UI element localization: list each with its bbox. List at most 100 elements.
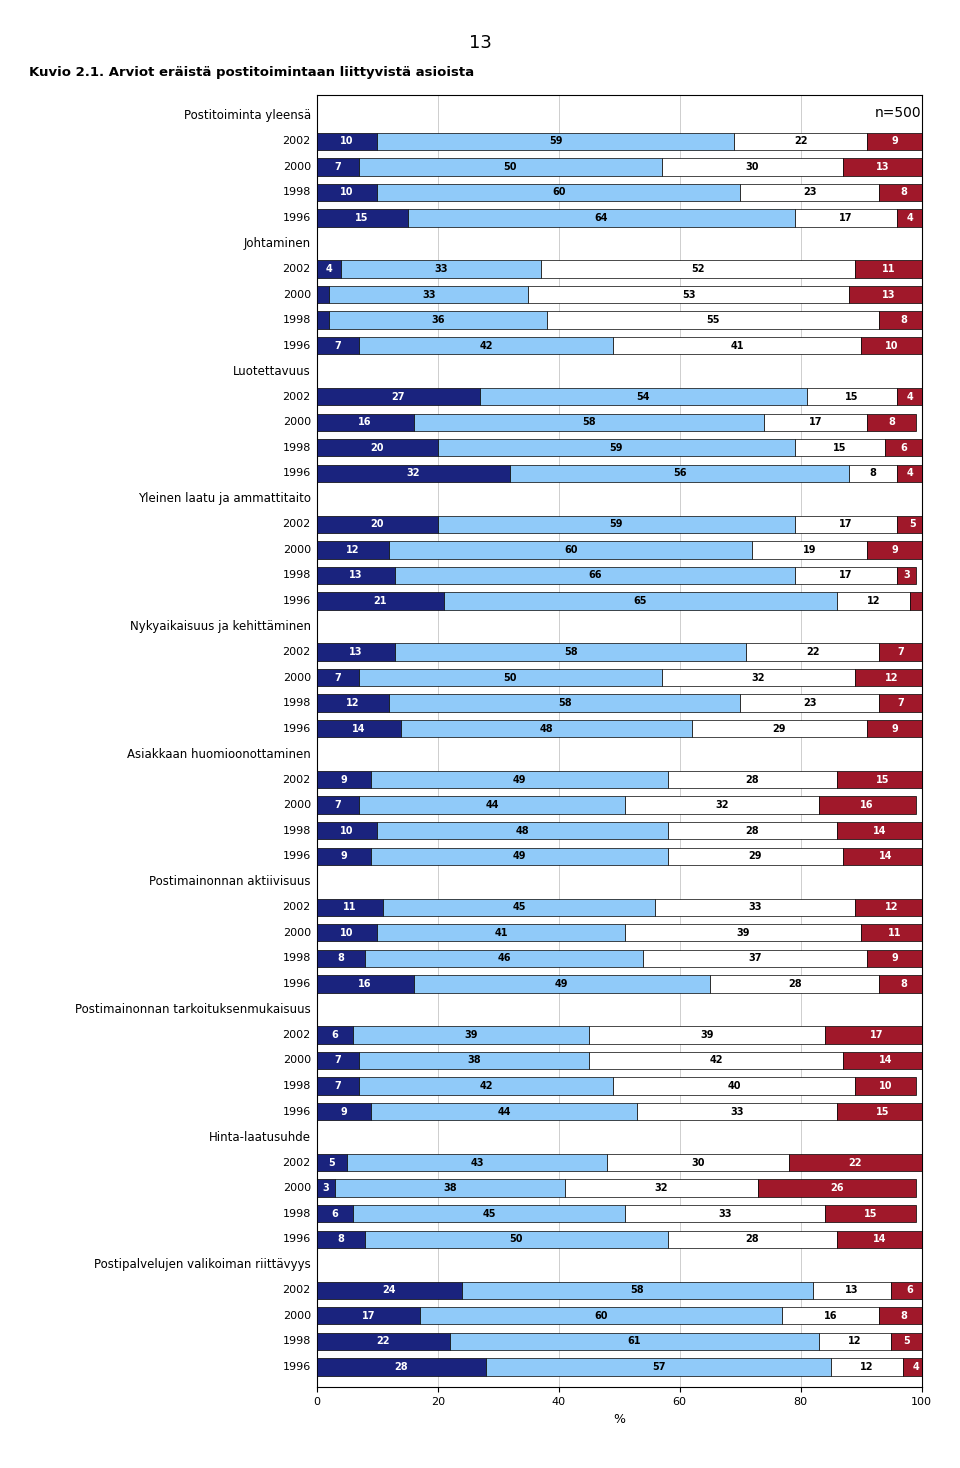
Text: 1996: 1996 [282,1107,311,1117]
Text: 8: 8 [870,468,876,479]
Bar [317,567,396,584]
Text: 1996: 1996 [282,341,311,351]
Text: 45: 45 [513,903,526,912]
Bar [359,338,613,354]
Bar [825,1026,927,1044]
Bar [317,1282,462,1299]
Text: 37: 37 [749,953,762,963]
Text: 49: 49 [513,775,526,784]
Bar [317,822,377,840]
Text: 7: 7 [897,647,903,658]
Bar [317,388,480,405]
Bar [401,719,692,737]
Text: 1998: 1998 [282,953,311,963]
Text: 28: 28 [395,1362,408,1371]
Text: 10: 10 [884,341,899,351]
Bar [867,542,922,558]
Text: 30: 30 [691,1158,705,1167]
Text: 41: 41 [731,341,744,351]
Text: 20: 20 [371,443,384,452]
Text: 9: 9 [341,775,348,784]
Text: 32: 32 [655,1183,668,1193]
Text: 20: 20 [371,520,384,530]
Bar [317,542,390,558]
Text: 2000: 2000 [282,289,311,299]
Text: 4: 4 [906,213,913,223]
Bar [656,898,855,916]
Text: 49: 49 [555,979,568,989]
Text: 59: 59 [549,137,563,147]
Bar [764,414,867,432]
Bar [898,464,922,482]
Bar [867,719,922,737]
Text: 49: 49 [513,851,526,862]
Text: 11: 11 [888,928,901,938]
Text: 2000: 2000 [282,672,311,683]
Bar [806,388,898,405]
Bar [879,311,927,329]
Bar [692,719,867,737]
Bar [335,1179,564,1196]
Text: 33: 33 [731,1107,744,1117]
Text: 1998: 1998 [282,571,311,580]
Text: 8: 8 [338,1235,345,1245]
Bar [613,1078,855,1095]
Bar [746,643,879,661]
Bar [613,338,861,354]
Bar [867,414,916,432]
Bar [353,1205,625,1223]
Text: 8: 8 [900,316,907,324]
Text: 12: 12 [884,903,899,912]
Bar [795,439,885,457]
Bar [377,925,625,941]
Text: 33: 33 [749,903,762,912]
Text: 1996: 1996 [282,213,311,223]
Bar [317,338,359,354]
Text: 39: 39 [736,928,750,938]
Text: 16: 16 [358,417,372,427]
Text: 66: 66 [588,571,602,580]
Text: 1998: 1998 [282,1336,311,1346]
Bar [317,210,407,226]
Text: 23: 23 [803,188,816,197]
Text: 1996: 1996 [282,468,311,479]
Bar [753,542,867,558]
Bar [782,1307,879,1324]
Bar [589,1051,843,1069]
Text: 1996: 1996 [282,1235,311,1245]
Text: 42: 42 [709,1055,723,1066]
Text: 12: 12 [347,545,360,555]
Text: 2000: 2000 [282,800,311,810]
Bar [317,1230,365,1248]
Bar [843,1051,927,1069]
Text: 1996: 1996 [282,724,311,734]
Text: 7: 7 [335,341,342,351]
Bar [734,132,867,150]
Text: 16: 16 [358,979,372,989]
Bar [625,925,861,941]
Bar [879,184,927,201]
Bar [317,464,511,482]
Text: 2000: 2000 [282,1055,311,1066]
Bar [898,515,927,533]
Text: 22: 22 [376,1336,390,1346]
Bar [317,286,329,304]
Text: 50: 50 [510,1235,523,1245]
Text: 1998: 1998 [282,443,311,452]
Bar [317,132,377,150]
Text: 15: 15 [863,1208,876,1218]
Text: 11: 11 [881,264,895,275]
Text: 32: 32 [715,800,729,810]
Bar [667,822,837,840]
Text: 2000: 2000 [282,161,311,172]
Bar [546,311,879,329]
Bar [892,1282,927,1299]
Text: 8: 8 [900,1311,907,1321]
Bar [317,159,359,176]
Text: 3: 3 [323,1183,329,1193]
Bar [317,925,377,941]
Text: 12: 12 [347,699,360,708]
Text: 9: 9 [891,724,898,734]
Text: 1998: 1998 [282,699,311,708]
Text: Hinta-laatusuhde: Hinta-laatusuhde [208,1130,311,1144]
